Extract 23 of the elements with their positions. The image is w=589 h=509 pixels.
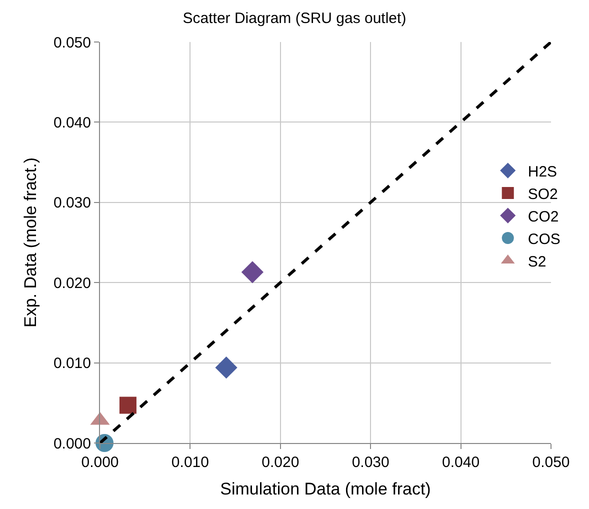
x-tick-label: 0.030 [352, 454, 390, 471]
legend-label: CO2 [528, 208, 559, 226]
x-axis-title: Simulation Data (mole fract) [220, 479, 431, 498]
x-tick-label: 0.000 [81, 454, 119, 471]
legend-label: SO2 [528, 186, 558, 203]
point [119, 396, 136, 414]
y-tick-label: 0.000 [53, 435, 91, 452]
point [215, 356, 238, 379]
y-tick-label: 0.020 [53, 274, 91, 292]
chart-title: Scatter Diagram (SRU gas outlet) [182, 10, 406, 28]
point [241, 261, 264, 284]
y-tick-label: 0.030 [53, 194, 91, 212]
x-tick-label: 0.040 [442, 454, 480, 471]
y-axis-title: Exp. Data (mole fract.) [21, 157, 40, 328]
x-tick-label: 0.020 [262, 454, 300, 471]
x-tick-label: 0.010 [171, 454, 209, 471]
y-tick-label: 0.040 [53, 114, 91, 132]
y-tick-label: 0.010 [53, 355, 91, 372]
y-tick-label: 0.050 [53, 34, 91, 52]
x-tick-label: 0.050 [532, 454, 570, 471]
legend-label: H2S [528, 163, 558, 180]
legend-label: S2 [528, 253, 546, 270]
legend-label: COS [528, 230, 560, 248]
